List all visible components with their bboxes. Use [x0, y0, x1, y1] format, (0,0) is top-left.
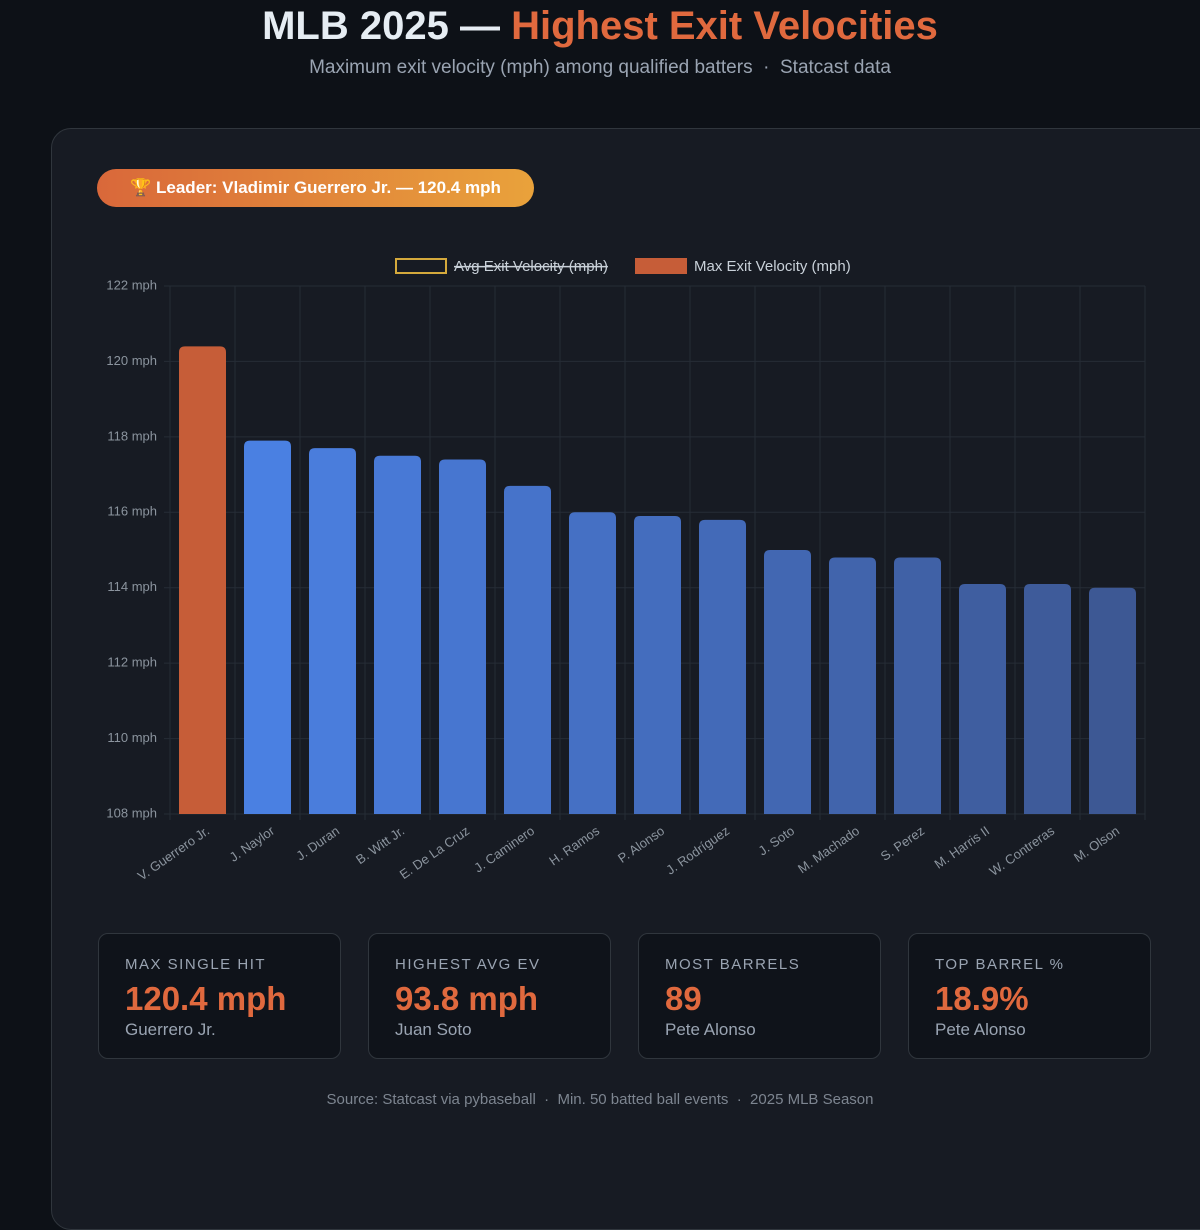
y-tick-label: 114 mph	[107, 579, 157, 594]
legend-label: Max Exit Velocity (mph)	[694, 258, 851, 275]
bar	[634, 516, 681, 814]
stat-value: 120.4 mph	[125, 980, 287, 1017]
stat-label: HIGHEST AVG EV	[395, 956, 541, 973]
stat-sub: Pete Alonso	[665, 1020, 756, 1039]
x-tick-label: J. Rodríguez	[663, 823, 732, 878]
bar	[179, 346, 226, 814]
stat-sub: Juan Soto	[395, 1020, 472, 1039]
bar	[829, 557, 876, 814]
y-tick-label: 116 mph	[107, 504, 157, 519]
y-tick-label: 112 mph	[107, 655, 157, 670]
x-tick-label: J. Duran	[293, 823, 342, 863]
bar	[374, 455, 421, 814]
y-tick-label: 122 mph	[106, 277, 157, 292]
leader-badge: 🏆 Leader: Vladimir Guerrero Jr. — 120.4 …	[97, 169, 534, 207]
stat-card: HIGHEST AVG EV 93.8 mph Juan Soto	[368, 933, 611, 1059]
x-tick-label: M. Harris II	[932, 823, 993, 872]
bar	[764, 550, 811, 814]
bar	[1024, 583, 1071, 814]
legend-swatch	[635, 258, 687, 274]
y-tick-label: 120 mph	[106, 353, 157, 368]
x-tick-label: J. Soto	[755, 823, 797, 858]
x-tick-label: E. De La Cruz	[397, 823, 472, 882]
stat-sub: Pete Alonso	[935, 1020, 1026, 1039]
x-tick-label: H. Ramos	[546, 823, 602, 869]
bar	[1089, 587, 1136, 814]
x-tick-label: M. Machado	[795, 823, 862, 876]
bar	[894, 557, 941, 814]
footer: Source: Statcast via pybaseball · Min. 5…	[326, 1091, 874, 1108]
y-tick-label: 118 mph	[107, 428, 157, 443]
page-title: MLB 2025 — Highest Exit Velocities	[0, 0, 1200, 52]
legend-swatch	[395, 258, 447, 274]
stat-label: MAX SINGLE HIT	[125, 956, 267, 973]
stat-value: 18.9%	[935, 980, 1029, 1017]
legend-label: Avg Exit Velocity (mph)	[454, 258, 608, 275]
x-tick-label: B. Witt Jr.	[353, 823, 407, 867]
x-tick-label: P. Alonso	[615, 823, 667, 866]
stat-value: 93.8 mph	[395, 980, 539, 1017]
x-tick-label: J. Caminero	[471, 823, 537, 875]
stat-card: MOST BARRELS 89 Pete Alonso	[638, 933, 881, 1059]
y-tick-label: 108 mph	[106, 805, 157, 820]
bar	[504, 485, 551, 814]
bar	[439, 459, 486, 814]
stat-value: 89	[665, 980, 702, 1017]
x-tick-label: V. Guerrero Jr.	[135, 823, 212, 884]
bar	[959, 583, 1006, 814]
x-tick-label: M. Olson	[1071, 823, 1122, 865]
y-tick-label: 110 mph	[107, 730, 157, 745]
bar	[244, 440, 291, 814]
stat-card: TOP BARREL % 18.9% Pete Alonso	[908, 933, 1151, 1059]
stat-label: MOST BARRELS	[665, 956, 801, 973]
chart: 108 mph 110 mph 112 mph 114 mph 116 mph 118 m…	[106, 258, 1146, 884]
x-tick-label: S. Perez	[878, 823, 927, 864]
bar	[699, 519, 746, 814]
title-highlight: Highest Exit Velocities	[511, 4, 938, 48]
title-text: MLB 2025 —	[262, 4, 500, 48]
bar	[309, 448, 356, 814]
stat-sub: Guerrero Jr.	[125, 1020, 216, 1039]
subtitle: Maximum exit velocity (mph) among qualif…	[309, 57, 891, 78]
bar	[569, 512, 616, 814]
stat-label: TOP BARREL %	[935, 956, 1065, 973]
x-tick-label: W. Contreras	[986, 823, 1057, 879]
stat-card: MAX SINGLE HIT 120.4 mph Guerrero Jr.	[98, 933, 341, 1059]
x-tick-label: J. Naylor	[227, 823, 278, 865]
